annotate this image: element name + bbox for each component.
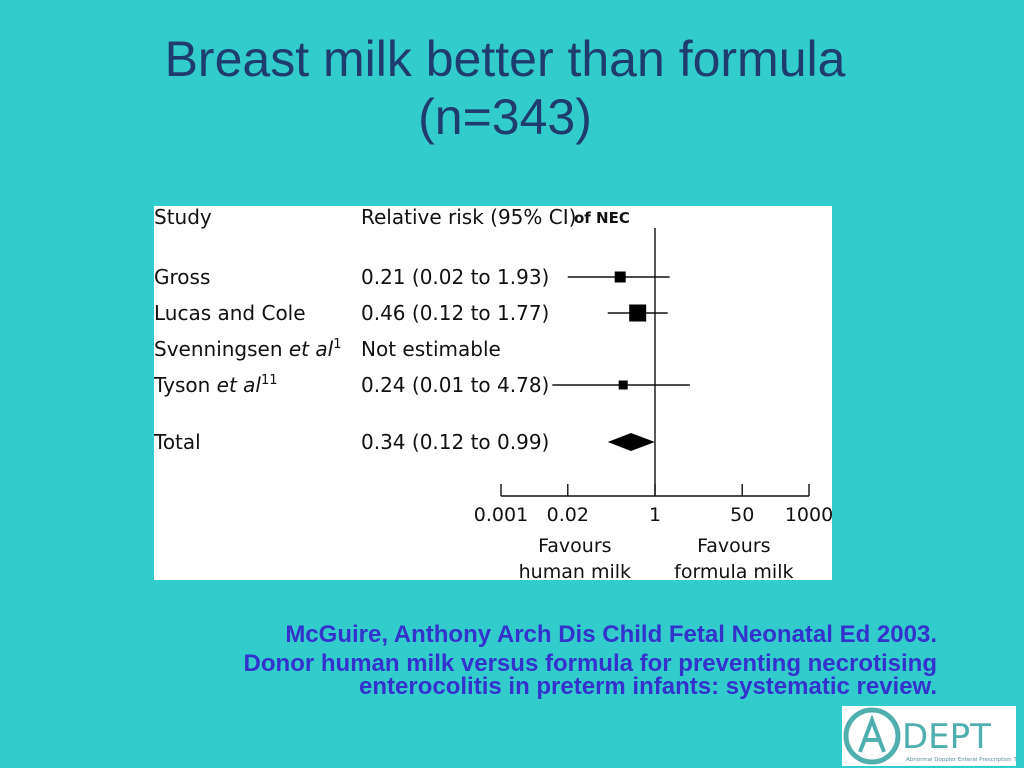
logo-ring-icon bbox=[843, 707, 901, 765]
citation-line-1: McGuire, Anthony Arch Dis Child Fetal Ne… bbox=[285, 621, 937, 648]
title-line-1: Breast milk better than formula bbox=[164, 31, 846, 87]
header-effect: Relative risk (95% CI) bbox=[361, 206, 576, 229]
total-label: Total bbox=[154, 430, 201, 454]
citation-line-2: Donor human milk versus formula for prev… bbox=[243, 650, 937, 677]
total-ci: 0.34 (0.12 to 0.99) bbox=[361, 430, 549, 454]
study-marker-4 bbox=[618, 380, 628, 390]
total-diamond bbox=[607, 433, 655, 451]
logo-tagline: Abnormal Doppler Enteral Prescription Tr… bbox=[906, 757, 1016, 763]
header-study: Study bbox=[154, 206, 212, 229]
logo-a-icon bbox=[858, 714, 886, 753]
x-tick-label-5: 1000 bbox=[785, 504, 832, 526]
favours-left-2: human milk bbox=[519, 561, 631, 580]
favours-right-1: Favours bbox=[697, 535, 770, 557]
dept-logo: DEPT Abnormal Doppler Enteral Prescripti… bbox=[842, 706, 1016, 766]
citation: McGuire, Anthony Arch Dis Child Fetal Ne… bbox=[100, 620, 937, 699]
x-tick-label-2: 0.02 bbox=[547, 504, 589, 526]
citation-line-3: enterocolitis in preterm infants: system… bbox=[359, 673, 937, 700]
study-name-2: Lucas and Cole bbox=[154, 301, 306, 325]
slide-title: Breast milk better than formula (n=343) bbox=[0, 30, 1010, 146]
forest-plot-figure: Study Relative risk (95% CI) of NEC Gross 0.… bbox=[154, 206, 832, 580]
study-name-1: Gross bbox=[154, 265, 210, 289]
study-ci-1: 0.21 (0.02 to 1.93) bbox=[361, 265, 549, 289]
study-marker-1 bbox=[614, 271, 626, 283]
study-ci-2: 0.46 (0.12 to 1.77) bbox=[361, 301, 549, 325]
x-tick-label-4: 50 bbox=[730, 504, 754, 526]
x-tick-label-1: 0.001 bbox=[474, 504, 528, 526]
header-outcome: of NEC bbox=[574, 209, 630, 227]
study-name-3: Svenningsen et al1 bbox=[154, 337, 341, 361]
study-ci-4: 0.24 (0.01 to 4.78) bbox=[361, 373, 549, 397]
logo-wordmark: DEPT bbox=[902, 717, 991, 757]
study-ci-3: Not estimable bbox=[361, 337, 501, 361]
logo-graphic: DEPT Abnormal Doppler Enteral Prescripti… bbox=[843, 707, 1016, 765]
study-marker-2 bbox=[629, 304, 647, 322]
x-tick-label-3: 1 bbox=[649, 504, 661, 526]
favours-right-2: formula milk bbox=[674, 561, 793, 580]
study-name-4: Tyson et al11 bbox=[154, 373, 278, 397]
title-line-2: (n=343) bbox=[418, 89, 592, 145]
favours-left-1: Favours bbox=[538, 535, 611, 557]
forest-plot: Study Relative risk (95% CI)of NEC Gross 0.… bbox=[154, 206, 832, 580]
